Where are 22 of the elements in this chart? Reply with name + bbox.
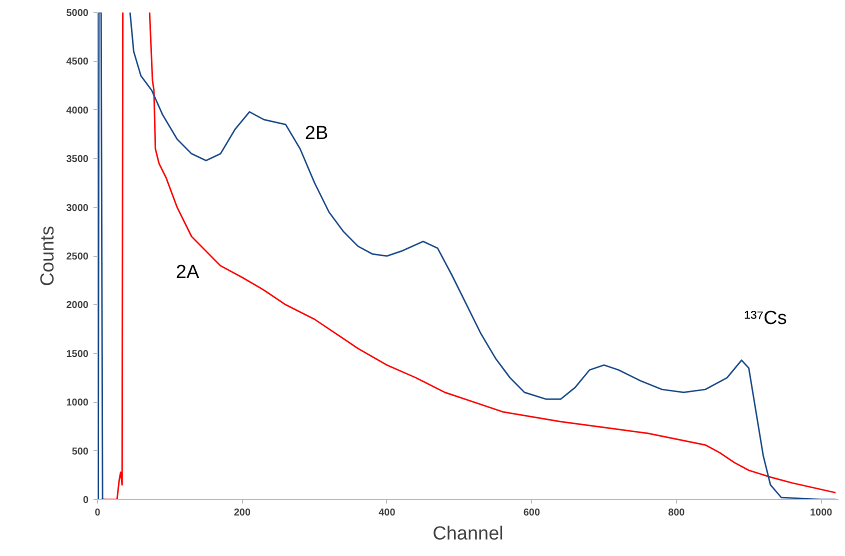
x-axis-title: Channel: [432, 524, 504, 544]
y-tick-label: 500: [72, 446, 89, 458]
y-tick-label: 2500: [66, 252, 89, 262]
x-tick-label: 200: [234, 508, 252, 518]
y-tick-label: 1000: [66, 398, 89, 409]
y-tick-label: 4500: [66, 56, 89, 68]
annotation: 2B: [304, 123, 328, 144]
y-tick-label: 0: [82, 495, 89, 506]
x-tick-label: 800: [668, 508, 686, 518]
y-tick-label: 1500: [66, 348, 89, 360]
y-tick-label: 2000: [66, 300, 89, 312]
annotation: ¹³⁷Cs: [744, 308, 787, 329]
y-axis-title: Counts: [37, 226, 58, 286]
y-tick-label: 5000: [66, 8, 89, 19]
x-tick-label: 600: [523, 508, 540, 518]
y-tick-label: 4000: [66, 105, 89, 116]
x-tick-label: 400: [378, 508, 396, 518]
x-tick-label: 0: [94, 508, 101, 518]
x-tick-label: 1000: [810, 508, 833, 518]
y-tick-label: 3000: [66, 202, 89, 214]
annotation: 2A: [176, 262, 200, 283]
y-tick-label: 3500: [66, 154, 89, 166]
